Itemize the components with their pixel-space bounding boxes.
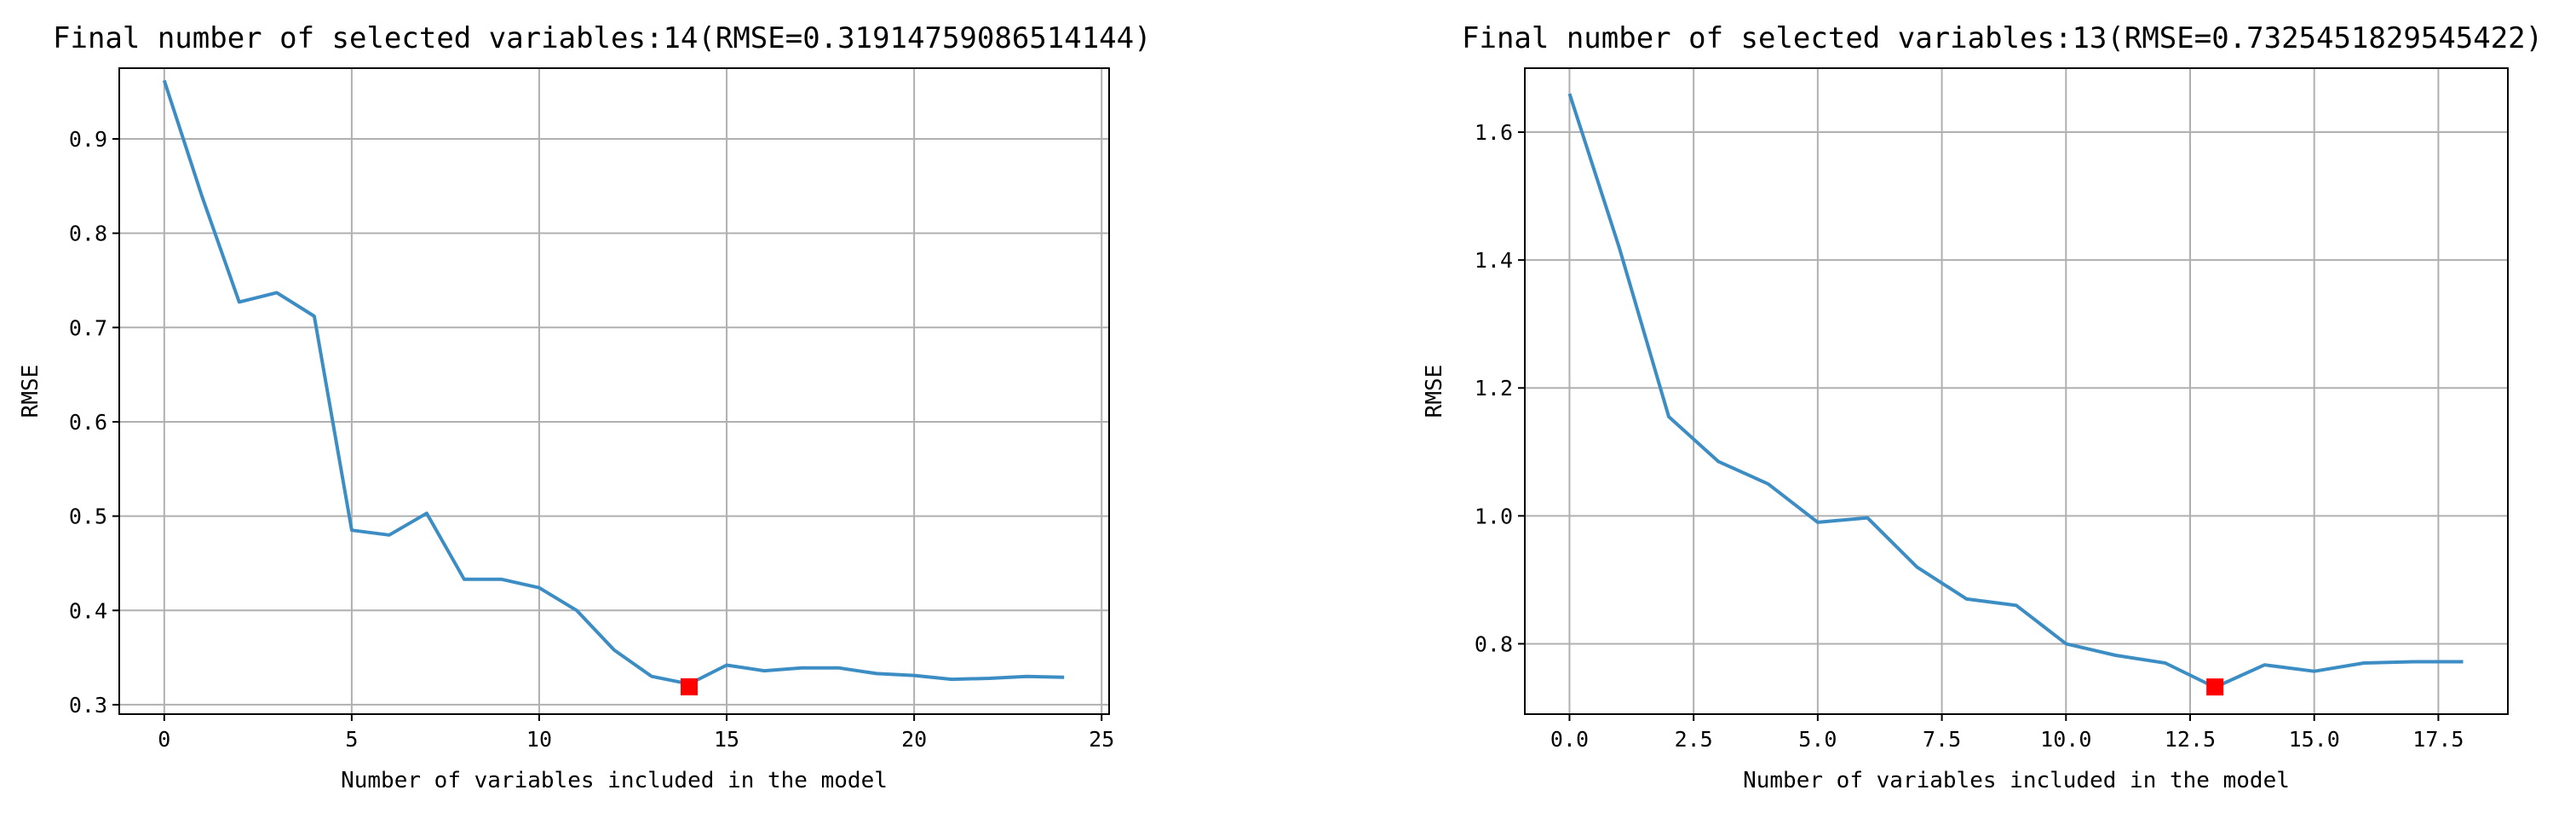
- right-chart-x-tick-label: 10.0: [2040, 727, 2091, 752]
- left-chart-rmse-line: [162, 79, 1065, 686]
- right-chart-x-tick-label: 5.0: [1798, 727, 1837, 752]
- right-chart-y-tick-label: 1.0: [1475, 504, 1513, 528]
- right-chart-y-axis-label: RMSE: [1422, 365, 1447, 418]
- right-chart-y-tick-label: 0.8: [1475, 631, 1513, 656]
- left-chart-y-tick-label: 0.8: [69, 222, 107, 246]
- left-chart-x-tick-label: 25: [1089, 727, 1114, 752]
- left-chart-y-tick-label: 0.9: [69, 127, 107, 152]
- left-chart-y-axis-label: RMSE: [18, 365, 43, 418]
- left-chart-x-tick-label: 0: [158, 727, 170, 752]
- left-chart-x-axis-label: Number of variables included in the mode…: [341, 768, 888, 793]
- right-chart-x-tick-label: 0.0: [1550, 727, 1589, 752]
- right-chart-y-tick-label: 1.4: [1475, 248, 1513, 273]
- right-chart-x-tick-label: 2.5: [1675, 727, 1713, 752]
- left-chart: Final number of selected variables:14(RM…: [18, 21, 1152, 793]
- left-chart-x-tick-label: 10: [526, 727, 552, 752]
- left-chart-x-tick-label: 5: [345, 727, 358, 752]
- right-chart-selected-point-marker: [2206, 678, 2224, 696]
- left-chart-selected-point-marker: [681, 678, 699, 695]
- left-chart-y-tick-label: 0.3: [69, 693, 107, 718]
- left-chart-grid: [119, 68, 1109, 714]
- left-chart-x-axis: 0 5 10 15 20 25: [158, 714, 1114, 752]
- right-chart-title: Final number of selected variables:13(RM…: [1462, 21, 2543, 55]
- left-chart-y-tick-label: 0.5: [69, 505, 107, 529]
- right-chart-x-tick-label: 7.5: [1923, 727, 1961, 752]
- left-chart-y-tick-label: 0.6: [69, 410, 107, 435]
- right-chart-x-axis-label: Number of variables included in the mode…: [1743, 768, 2290, 793]
- left-chart-series: [162, 79, 1065, 695]
- left-chart-title: Final number of selected variables:14(RM…: [53, 21, 1152, 55]
- right-chart-x-axis: 0.0 2.5 5.0 7.5 10.0 12.5 15.0 17.5: [1550, 714, 2464, 752]
- left-chart-y-axis: 0.3 0.4 0.5 0.6 0.7 0.8 0.9: [69, 127, 119, 718]
- right-chart-plot-frame: [1524, 67, 2509, 715]
- right-chart-series: [1567, 93, 2464, 696]
- right-chart-rmse-line: [1567, 93, 2464, 689]
- right-chart-x-tick-label: 17.5: [2412, 727, 2464, 752]
- right-chart-x-tick-label: 15.0: [2289, 727, 2340, 752]
- left-chart-x-tick-label: 20: [901, 727, 927, 752]
- left-chart-x-tick-label: 15: [714, 727, 739, 752]
- right-chart-x-tick-label: 12.5: [2165, 727, 2216, 752]
- right-chart-grid: [1525, 68, 2508, 714]
- right-chart-y-tick-label: 1.6: [1475, 120, 1513, 145]
- left-chart-y-tick-label: 0.4: [69, 598, 107, 623]
- left-chart-plot-frame: [118, 67, 1110, 715]
- left-chart-y-tick-label: 0.7: [69, 315, 107, 340]
- right-chart: Final number of selected variables:13(RM…: [1422, 21, 2543, 793]
- right-chart-y-tick-label: 1.2: [1475, 376, 1513, 401]
- right-chart-y-axis: 0.8 1.0 1.2 1.4 1.6: [1475, 120, 1525, 656]
